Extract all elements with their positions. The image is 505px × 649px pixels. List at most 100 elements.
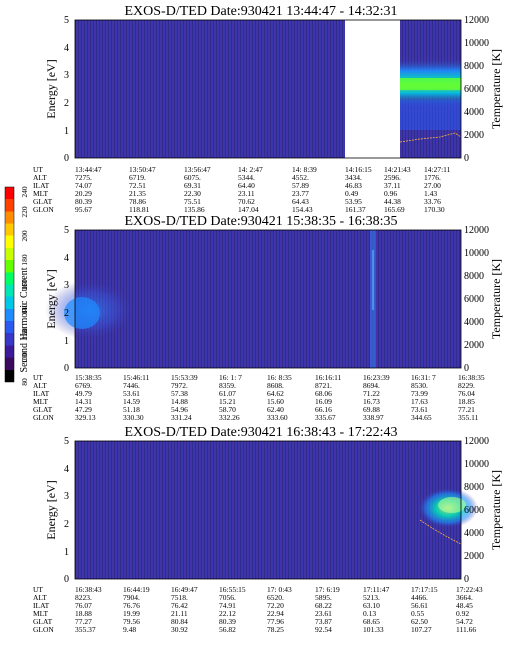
- ephemeris-value: 33.76: [424, 197, 441, 206]
- panel-3: EXOS-D/TED Date:930421 16:38:43 - 17:22:…: [33, 425, 503, 634]
- ephemeris-value: 161.37: [345, 205, 366, 214]
- panel-1-ytick: 2: [64, 98, 69, 109]
- ephemeris-value: 2596.: [384, 173, 401, 182]
- colorbar-tick: 180: [20, 254, 29, 266]
- panel-2-emission-band: [45, 280, 135, 340]
- panel-3-ephemeris-col: 17: 6:19 5895. 68.22 23.61 73.87 92.54: [315, 585, 340, 634]
- panel-1: EXOS-D/TED Date:930421 13:44:47 - 14:32:…: [33, 4, 503, 214]
- ephemeris-value: 74.07: [75, 181, 92, 190]
- ephemeris-value: 8229.: [458, 381, 475, 390]
- ephemeris-value: 48.45: [456, 601, 473, 610]
- panel-3-ephemeris-col: 17:17:15 4466. 56.61 0.55 62.50 107.27: [411, 585, 438, 634]
- ephemeris-value: 14:27:11: [424, 165, 451, 174]
- ephemeris-value: 72.20: [267, 601, 284, 610]
- ephemeris-value: 8530.: [411, 381, 428, 390]
- ephemeris-value: 16:16:11: [315, 373, 342, 382]
- panel-2-y2label: Temperature [K]: [489, 259, 503, 339]
- panel-3-ephemeris-col: 17:11:47 5213. 63.10 0.13 68.65 101.33: [363, 585, 390, 634]
- ephemeris-value: 27.00: [424, 181, 441, 190]
- ephemeris-value: 7446.: [123, 381, 140, 390]
- panel-1-y2tick: 0: [464, 153, 469, 164]
- ephemeris-value: 16:55:15: [219, 585, 246, 594]
- ephemeris-value: 7972.: [171, 381, 188, 390]
- panel-1-temperature-trace: [399, 132, 462, 143]
- colorbar-tick: 100: [20, 352, 29, 364]
- ephemeris-value: 7056.: [219, 593, 236, 602]
- ephemeris-value: 8223.: [75, 593, 92, 602]
- ephemeris-value: 54.96: [171, 405, 188, 414]
- ephemeris-value: 44.38: [384, 197, 401, 206]
- ephemeris-value: 78.86: [129, 197, 146, 206]
- panel-3-yticks: 0 1 2 3 4 5: [64, 436, 69, 585]
- ephemeris-label: ALT: [33, 381, 47, 390]
- colorbar-tick: 140: [20, 303, 29, 315]
- panel-2-emission-band: [370, 230, 376, 368]
- panel-3-ytick: 4: [64, 464, 69, 475]
- panel-3-ephemeris-col: 16:44:19 7904. 76.76 19.99 79.56 9.48: [123, 585, 150, 634]
- ephemeris-value: 15:38:35: [75, 373, 102, 382]
- panel-2-y2tick: 6000: [464, 294, 484, 305]
- ephemeris-value: 147.04: [238, 205, 259, 214]
- ephemeris-label: ILAT: [33, 601, 50, 610]
- panel-2-ytick: 0: [64, 363, 69, 374]
- ephemeris-value: 101.33: [363, 625, 384, 634]
- panel-3-y2tick: 2000: [464, 551, 484, 562]
- ephemeris-value: 5895.: [315, 593, 332, 602]
- panel-1-ephemeris-col: 13:44:47 7275. 74.07 20.29 80.39 95.67: [75, 165, 102, 214]
- panel-2-ephemeris-col: 15:53:39 7972. 57.38 14.88 54.96 331.24: [171, 373, 198, 422]
- panel-1-emission-band: [400, 58, 461, 130]
- ephemeris-value: 80.39: [219, 617, 236, 626]
- ephemeris-value: 165.69: [384, 205, 405, 214]
- panel-3-ephemeris: UT ALT ILAT MLT GLAT GLON 16:38:43 8223.…: [33, 585, 483, 634]
- panel-3-ephemeris-col: 17:22:43 3664. 48.45 0.92 54.72 111.66: [456, 585, 483, 634]
- ephemeris-value: 5344.: [238, 173, 255, 182]
- ephemeris-value: 13:50:47: [129, 165, 156, 174]
- ephemeris-label: ILAT: [33, 389, 50, 398]
- panel-3-y2ticks: 0 2000 4000 6000 8000 10000 12000: [464, 436, 489, 585]
- ephemeris-value: 80.84: [171, 617, 188, 626]
- ephemeris-value: 14:16:15: [345, 165, 372, 174]
- ephemeris-label: UT: [33, 585, 43, 594]
- ephemeris-value: 6769.: [75, 381, 92, 390]
- colorbar-scale: [4, 186, 15, 383]
- ephemeris-value: 4466.: [411, 593, 428, 602]
- panel-3-y2tick: 10000: [464, 459, 489, 470]
- ephemeris-value: 69.88: [363, 405, 380, 414]
- panel-1-frame: [74, 19, 462, 159]
- ephemeris-value: 5213.: [363, 593, 380, 602]
- panel-1-ephemeris-col: 14: 2:47 5344. 64.40 23.11 70.62 147.04: [238, 165, 263, 214]
- ephemeris-value: 17: 6:19: [315, 585, 340, 594]
- ephemeris-value: 76.76: [123, 601, 140, 610]
- panel-3-y2tick: 12000: [464, 436, 489, 447]
- ephemeris-value: 68.22: [315, 601, 332, 610]
- ephemeris-value: 57.38: [171, 389, 188, 398]
- ephemeris-label: MLT: [33, 189, 49, 198]
- ephemeris-value: 135.86: [184, 205, 205, 214]
- ephemeris-value: 61.07: [219, 389, 236, 398]
- ephemeris-value: 7275.: [75, 173, 92, 182]
- panel-2-y2tick: 4000: [464, 317, 484, 328]
- ephemeris-value: 14.59: [123, 397, 140, 406]
- panel-2-title: EXOS-D/TED Date:930421 15:38:35 - 16:38:…: [125, 214, 398, 229]
- ephemeris-value: 22.30: [184, 189, 201, 198]
- ephemeris-value: 53.95: [345, 197, 362, 206]
- ephemeris-value: 16:31: 7: [411, 373, 436, 382]
- ephemeris-value: 66.16: [315, 405, 332, 414]
- ephemeris-value: 8694.: [363, 381, 380, 390]
- ephemeris-value: 14:21:43: [384, 165, 411, 174]
- ephemeris-value: 13:44:47: [75, 165, 102, 174]
- panel-1-y2label: Temperature [K]: [489, 49, 503, 129]
- ephemeris-value: 22.94: [267, 609, 284, 618]
- panel-2-ephemeris-col: 16:16:11 8721. 68.06 16.09 66.16 335.67: [315, 373, 342, 422]
- ephemeris-label: ILAT: [33, 181, 50, 190]
- panel-3-ephemeris-col: 17: 0:43 6520. 72.20 22.94 77.96 78.25: [267, 585, 292, 634]
- ephemeris-label: ALT: [33, 173, 47, 182]
- panel-2: EXOS-D/TED Date:930421 15:38:35 - 16:38:…: [33, 214, 503, 422]
- panel-3-ephemeris-col: 16:38:43 8223. 76.07 18.88 77.27 355.37: [75, 585, 102, 634]
- panel-3-y2tick: 6000: [464, 505, 484, 516]
- ephemeris-value: 355.37: [75, 625, 96, 634]
- ephemeris-value: 154.43: [292, 205, 313, 214]
- panel-2-ytick: 1: [64, 336, 69, 347]
- ephemeris-value: 16:23:39: [363, 373, 390, 382]
- ephemeris-value: 355.11: [458, 413, 479, 422]
